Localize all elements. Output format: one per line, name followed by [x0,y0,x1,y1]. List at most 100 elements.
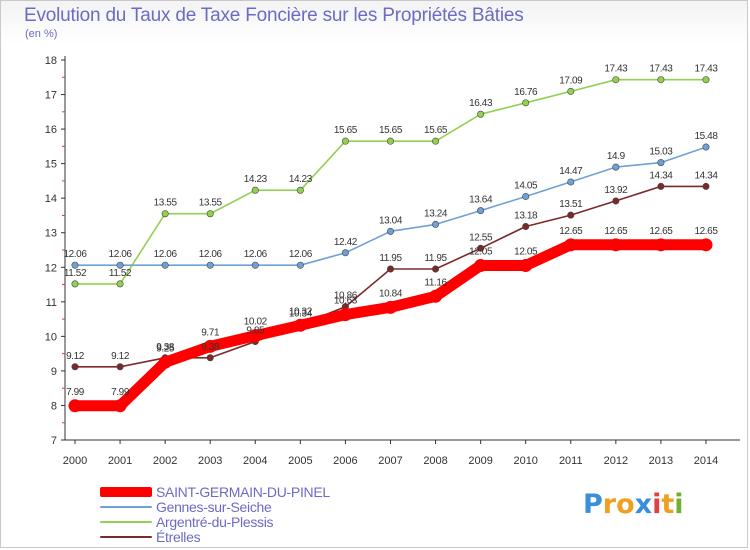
data-point [567,211,575,219]
data-point [113,399,127,413]
x-tick-label: 2009 [468,455,492,467]
data-label: 12.06 [109,249,133,260]
logo-letter: P [583,489,603,520]
data-point [477,110,485,118]
data-label: 7.99 [111,387,130,398]
x-tick-label: 2005 [288,455,312,467]
chart-legend: SAINT-GERMAIN-DU-PINEL Gennes-sur-Seiche A… [100,483,330,545]
data-point [612,163,620,171]
y-tick-label: 10 [45,331,57,343]
legend-label: SAINT-GERMAIN-DU-PINEL [156,483,330,500]
data-label: 12.06 [244,249,268,260]
data-point [612,197,620,205]
data-label: 9.12 [111,351,130,362]
data-label: 15.03 [649,147,673,158]
data-point [429,289,443,303]
legend-swatch [100,486,152,497]
data-label: 9.38 [201,342,220,353]
y-tick-label: 8 [51,400,57,412]
data-point [116,363,124,371]
data-point [657,76,665,84]
data-label: 12.06 [199,249,223,260]
y-tick-label: 15 [45,159,57,171]
data-point [383,300,397,314]
data-label: 13.18 [514,211,538,222]
legend-swatch [100,520,152,523]
data-labels-layer: 9.12 9.12 9.38 9.38 9.85 10.34 10.86 11.95 11.95… [63,64,718,398]
logo-letter: r [602,489,617,520]
data-label: 14.23 [289,174,313,185]
data-label: 12.65 [694,226,718,237]
x-tick-label: 2000 [63,455,87,467]
data-label: 15.65 [334,125,358,136]
x-tick-label: 2014 [694,455,718,467]
data-point [477,207,485,215]
data-label: 14.05 [514,180,538,191]
data-label: 11.95 [424,253,447,264]
data-label: 12.65 [559,226,583,237]
data-label: 10.32 [289,306,313,317]
data-label: 12.06 [154,249,178,260]
legend-swatch [100,505,152,508]
data-label: 13.04 [379,215,403,226]
y-tick-label: 12 [45,262,57,274]
legend-label: Étrelles [156,528,201,545]
logo-letter: t [661,489,675,520]
data-point [341,249,349,257]
legend-item: Étrelles [100,528,330,545]
data-label: 10.02 [244,317,268,328]
data-label: 10.63 [334,296,358,307]
data-point [432,265,440,273]
data-point [206,261,214,269]
data-label: 10.34 [289,309,313,320]
data-label: 10.86 [334,291,358,302]
data-point [116,280,124,288]
data-point [657,159,665,167]
data-label: 16.76 [514,87,538,98]
data-point [386,227,394,235]
data-label: 12.55 [469,232,493,243]
data-point [522,192,530,200]
x-tick-label: 2003 [198,455,222,467]
data-label: 13.92 [604,185,628,196]
y-tick-label: 9 [51,366,57,378]
data-label: 15.65 [379,125,403,136]
data-label: 13.64 [469,195,493,206]
x-tick-label: 2008 [423,455,447,467]
data-point [564,238,578,252]
data-point [296,261,304,269]
chart-axes: 7 8 9 10 11 12 13 14 15 16 17 18 2000 2001 2002 2003 200… [45,55,740,467]
data-point [522,99,530,107]
data-label: 13.24 [424,208,448,219]
data-point [522,223,530,231]
series-layer [68,76,713,413]
x-tick-label: 2012 [604,455,628,467]
legend-item: Argentré-du-Plessis [100,513,330,530]
legend-label: Argentré-du-Plessis [156,513,274,530]
x-tick-label: 2013 [649,455,673,467]
data-point [474,259,488,273]
data-label: 17.09 [559,75,583,86]
data-label: 17.43 [649,64,673,75]
x-tick-label: 2001 [108,455,132,467]
logo-letter: i [674,489,684,520]
data-point [612,76,620,84]
x-tick-label: 2010 [513,455,537,467]
x-tick-label: 2004 [243,455,267,467]
data-label: 11.52 [109,268,132,279]
data-label: 9.85 [246,326,265,337]
data-point [116,261,124,269]
logo-letter: i [652,489,662,520]
proxiti-logo: Proxiti [583,489,684,520]
data-label: 12.06 [63,249,87,260]
data-point [71,280,79,288]
data-label: 15.65 [424,125,448,136]
data-label: 14.23 [244,174,268,185]
y-axis-unit-label: (en %) [25,28,58,40]
data-point [68,399,82,413]
data-label: 12.06 [289,249,313,260]
data-label: 16.43 [469,98,493,109]
data-point [477,244,485,252]
data-point [519,259,533,273]
